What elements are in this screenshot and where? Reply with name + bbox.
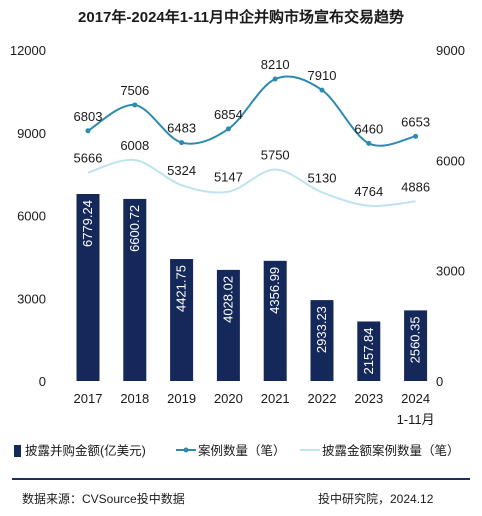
left-axis-tick-label: 12000	[10, 43, 46, 58]
bar-value-label: 2933.23	[314, 306, 329, 353]
left-axis-tick-label: 0	[39, 374, 46, 389]
line-value-label: 4886	[401, 179, 430, 194]
bar-value-label: 6600.72	[127, 205, 142, 252]
bar-value-label: 4421.75	[174, 265, 189, 312]
line-value-label: 6483	[167, 121, 196, 136]
legend-swatch-bar	[14, 445, 21, 457]
bar-value-label: 2560.35	[408, 316, 423, 363]
bar-value-label: 4356.99	[267, 267, 282, 314]
line-point	[272, 76, 278, 82]
line-value-label: 6854	[214, 107, 243, 122]
x-tick-label: 2018	[120, 391, 149, 406]
line-point	[366, 140, 372, 146]
legend-swatch-disclosed-cases	[300, 449, 320, 451]
chart-plot: 0 3000 6000 9000 12000 0 3000 6000 9000 6779.24…	[10, 43, 465, 427]
bar	[404, 310, 428, 381]
line-value-label: 7910	[308, 68, 337, 83]
line-point	[413, 133, 419, 139]
right-axis-tick-label: 3000	[436, 264, 465, 279]
right-axis-tick-label: 0	[436, 374, 443, 389]
bar	[216, 269, 240, 381]
chart-title: 2017年-2024年1-11月中企并购市场宣布交易趋势	[78, 9, 404, 26]
line-cases	[87, 75, 416, 147]
legend-item-bar: 披露并购金额(亿美元)	[14, 440, 146, 459]
x-tick-label: 2023	[354, 391, 383, 406]
legend-item-disclosed-cases: 披露金额案例数量（笔）	[300, 440, 460, 459]
bar	[170, 259, 194, 381]
footer-divider	[12, 478, 470, 480]
x-tick-label: 2017	[74, 391, 103, 406]
right-axis: 0 3000 6000 9000	[436, 43, 465, 389]
legend-label-cases: 案例数量（笔）	[198, 444, 286, 458]
bar-value-label: 2157.84	[361, 327, 376, 374]
footer-source: 数据来源：CVSource投中数据	[22, 492, 185, 506]
line-value-label: 6008	[120, 138, 149, 153]
line-point	[319, 87, 325, 93]
line-value-label: 5750	[261, 148, 290, 163]
legend-item-cases: 案例数量（笔）	[176, 440, 286, 459]
left-axis: 0 3000 6000 9000 12000	[10, 43, 46, 389]
line-value-label: 8210	[261, 57, 290, 72]
x-axis: 2017 2018 2019 2020 2021 2022 2023 2024 1-11月	[74, 391, 435, 427]
x-tick-label: 2021	[261, 391, 290, 406]
line-point	[225, 126, 231, 132]
line-value-label: 6803	[74, 109, 103, 124]
line-point	[179, 140, 185, 146]
left-axis-tick-label: 3000	[17, 291, 46, 306]
line-value-label: 6460	[354, 121, 383, 136]
line-value-label: 5147	[214, 170, 243, 185]
line-value-label: 5666	[74, 151, 103, 166]
bar-series: 6779.24 6600.72 4421.75 4028.02 4356.99 2933.…	[76, 194, 428, 381]
bar	[263, 260, 287, 381]
bar	[357, 321, 381, 381]
line-point	[132, 102, 138, 108]
x-tick-label: 2019	[167, 391, 196, 406]
x-tick-label: 2024	[401, 391, 430, 406]
line-value-label: 4764	[354, 184, 383, 199]
left-axis-tick-label: 9000	[17, 126, 46, 141]
bar	[310, 300, 334, 381]
legend-label-bar: 披露并购金额(亿美元)	[25, 444, 146, 458]
footer-org: 投中研究院，2024.12	[318, 492, 434, 506]
x-tick-label: 2022	[308, 391, 337, 406]
right-axis-tick-label: 6000	[436, 153, 465, 168]
line-value-label: 6653	[401, 114, 430, 129]
right-axis-tick-label: 9000	[436, 43, 465, 58]
bar-value-label: 6779.24	[80, 200, 95, 247]
x-tick-sublabel: 1-11月	[397, 412, 435, 427]
line-value-label: 5324	[167, 163, 196, 178]
line-point	[85, 128, 91, 134]
bar-value-label: 4028.02	[220, 276, 235, 323]
left-axis-tick-label: 6000	[17, 209, 46, 224]
bar	[123, 198, 147, 381]
line-value-label: 7506	[120, 83, 149, 98]
line-disclosed-cases	[87, 158, 416, 208]
x-tick-label: 2020	[214, 391, 243, 406]
legend-swatch-cases	[176, 447, 196, 453]
legend-label-disclosed-cases: 披露金额案例数量（笔）	[322, 444, 460, 458]
line-value-label: 5130	[308, 170, 337, 185]
bar	[76, 194, 100, 381]
line-series-group: 6803 7506 6483 6854 8210 7910 6460 6653 5666 6008…	[74, 57, 430, 208]
